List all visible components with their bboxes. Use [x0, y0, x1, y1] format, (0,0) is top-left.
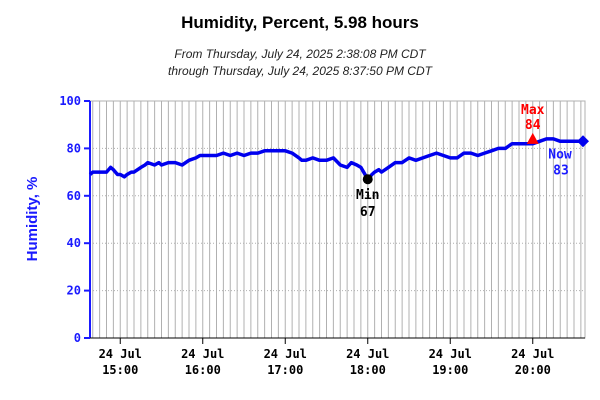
x-tick-label-time: 20:00 [515, 363, 551, 377]
chart-subtitle-through: through Thursday, July 24, 2025 8:37:50 … [168, 64, 434, 78]
now-annotation-label: Now [548, 147, 572, 162]
y-tick-labels: 0 20 40 60 80 100 [59, 94, 81, 345]
axes [84, 100, 585, 344]
now-annotation-value: 83 [553, 163, 569, 178]
x-tick-label-date: 24 Jul [264, 347, 307, 361]
chart-title: Humidity, Percent, 5.98 hours [181, 13, 419, 32]
chart-subtitle-from: From Thursday, July 24, 2025 2:38:08 PM … [174, 47, 427, 61]
x-tick-label-date: 24 Jul [346, 347, 389, 361]
x-tick-label-time: 19:00 [432, 363, 468, 377]
max-annotation-value: 84 [525, 118, 541, 133]
y-tick-label: 40 [67, 236, 81, 250]
x-tick-label-date: 24 Jul [511, 347, 554, 361]
x-tick-label-date: 24 Jul [181, 347, 224, 361]
y-tick-label: 20 [67, 284, 81, 298]
y-tick-label: 0 [74, 331, 81, 345]
x-tick-label-date: 24 Jul [429, 347, 472, 361]
max-annotation-label: Max [521, 103, 545, 118]
y-tick-label: 60 [67, 189, 81, 203]
x-tick-label-date: 24 Jul [99, 347, 142, 361]
now-marker [577, 135, 589, 148]
series-layer [88, 137, 585, 181]
plot-frame [89, 100, 586, 339]
y-tick-label: 100 [59, 94, 81, 108]
y-axis-label: Humidity, % [24, 177, 41, 262]
x-tick-label-time: 16:00 [185, 363, 221, 377]
x-tick-label-time: 17:00 [267, 363, 303, 377]
min-annotation-label: Min [356, 188, 379, 203]
x-tick-labels: 24 Jul 15:00 24 Jul 16:00 24 Jul 17:00 24 Jul 1… [99, 347, 555, 377]
markers [362, 132, 589, 185]
x-tick-label-time: 18:00 [350, 363, 386, 377]
x-tick-label-time: 15:00 [102, 363, 138, 377]
y-tick-label: 80 [67, 141, 81, 155]
humidity-series-line [88, 137, 585, 181]
min-annotation-value: 67 [360, 205, 376, 220]
min-marker [362, 174, 373, 185]
grid [89, 100, 586, 339]
max-marker [526, 132, 539, 144]
